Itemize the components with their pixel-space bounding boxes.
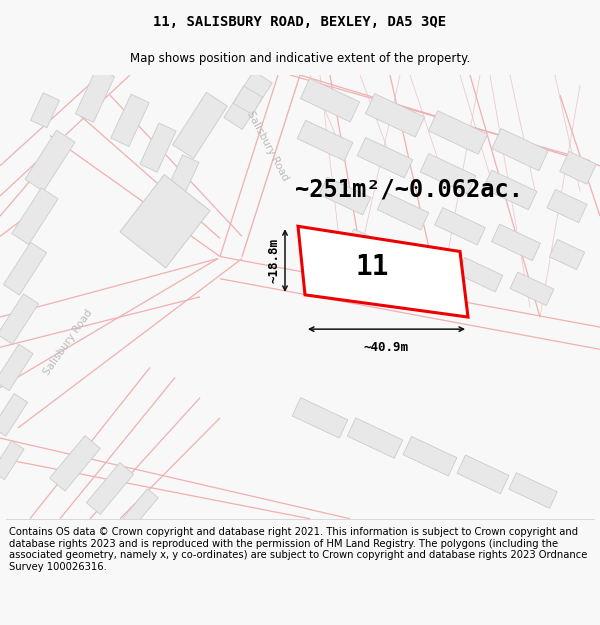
Polygon shape: [560, 151, 596, 184]
Text: ~18.8m: ~18.8m: [267, 238, 280, 283]
Polygon shape: [12, 188, 58, 244]
Polygon shape: [0, 344, 33, 391]
Polygon shape: [0, 294, 38, 344]
Text: ~40.9m: ~40.9m: [364, 341, 409, 354]
Polygon shape: [319, 177, 371, 215]
Polygon shape: [420, 154, 476, 194]
Text: 11, SALISBURY ROAD, BEXLEY, DA5 3QE: 11, SALISBURY ROAD, BEXLEY, DA5 3QE: [154, 16, 446, 29]
Polygon shape: [233, 86, 263, 114]
Polygon shape: [298, 226, 468, 317]
Polygon shape: [547, 189, 587, 222]
Polygon shape: [165, 155, 199, 201]
Polygon shape: [365, 94, 425, 137]
Polygon shape: [550, 239, 584, 269]
Polygon shape: [86, 462, 134, 514]
Polygon shape: [347, 418, 403, 458]
Text: Salisbury Road: Salisbury Road: [245, 109, 290, 182]
Text: Salisbury Road: Salisbury Road: [41, 308, 94, 377]
Polygon shape: [111, 94, 149, 147]
Polygon shape: [492, 129, 548, 171]
Polygon shape: [31, 92, 59, 128]
Polygon shape: [301, 79, 359, 122]
Polygon shape: [173, 92, 227, 159]
Polygon shape: [224, 71, 272, 129]
Polygon shape: [140, 123, 176, 172]
Polygon shape: [510, 272, 554, 306]
Polygon shape: [403, 436, 457, 476]
Polygon shape: [346, 229, 394, 264]
Polygon shape: [377, 192, 429, 230]
Polygon shape: [402, 243, 450, 278]
Polygon shape: [457, 258, 503, 292]
Polygon shape: [0, 441, 24, 479]
Text: ~251m²/~0.062ac.: ~251m²/~0.062ac.: [295, 177, 523, 201]
Polygon shape: [76, 68, 115, 122]
Polygon shape: [509, 472, 557, 508]
Polygon shape: [120, 174, 210, 268]
Polygon shape: [4, 242, 47, 295]
Polygon shape: [434, 208, 485, 245]
Polygon shape: [292, 398, 348, 438]
Polygon shape: [357, 138, 413, 178]
Text: Map shows position and indicative extent of the property.: Map shows position and indicative extent…: [130, 52, 470, 65]
Text: Contains OS data © Crown copyright and database right 2021. This information is : Contains OS data © Crown copyright and d…: [9, 528, 587, 572]
Polygon shape: [122, 489, 158, 529]
Polygon shape: [297, 121, 353, 161]
Polygon shape: [457, 455, 509, 494]
Polygon shape: [0, 394, 28, 436]
Polygon shape: [25, 130, 75, 191]
Text: 11: 11: [356, 253, 389, 281]
Polygon shape: [483, 170, 537, 210]
Polygon shape: [50, 436, 100, 491]
Polygon shape: [491, 224, 541, 261]
Polygon shape: [428, 111, 488, 154]
